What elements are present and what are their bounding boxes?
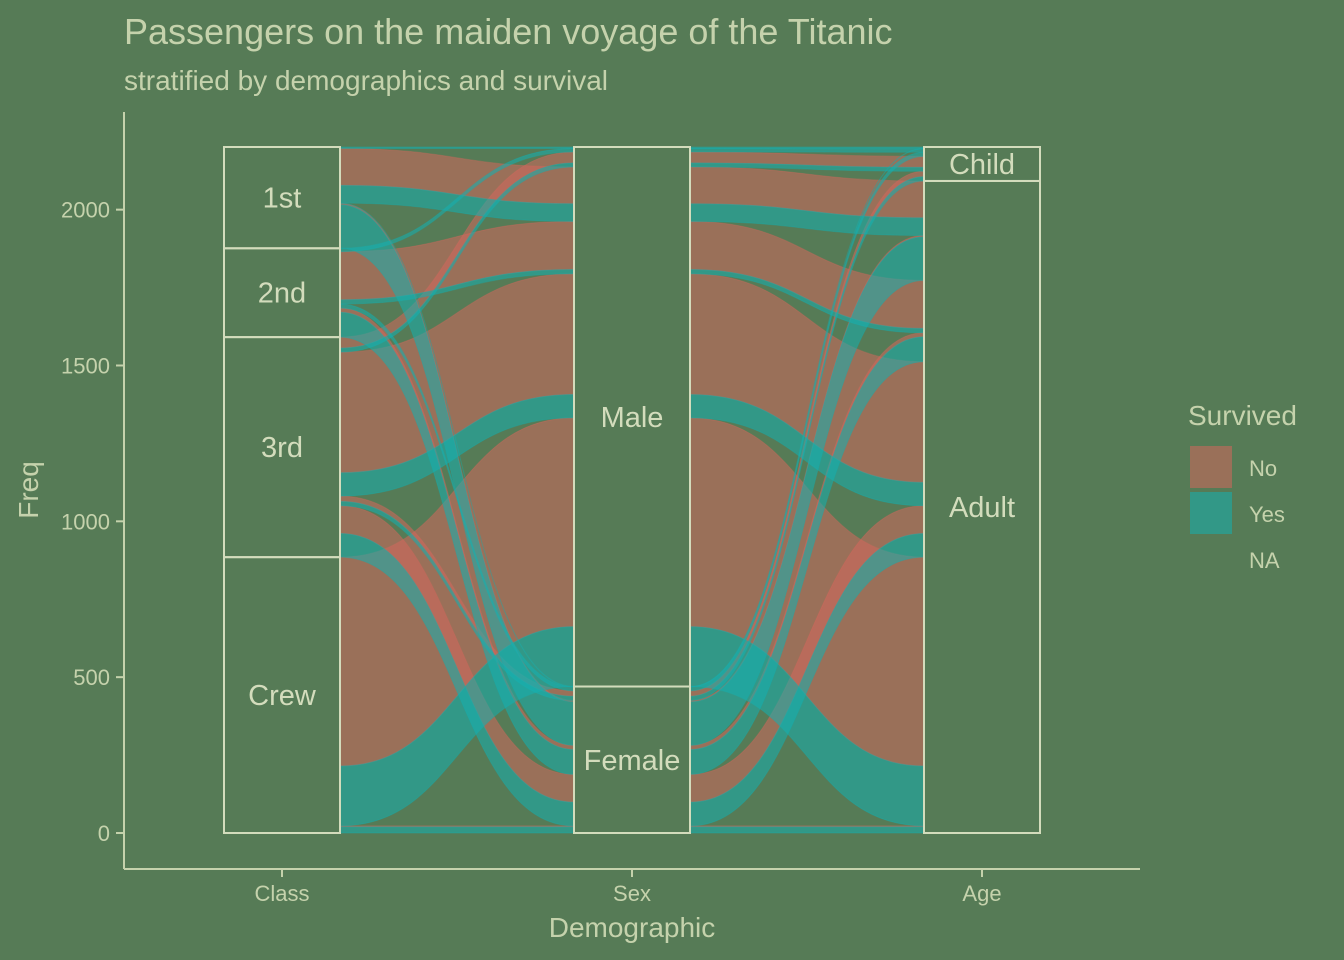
y-tick-label-1500: 1500 <box>61 353 110 378</box>
stratum-label-class-crew: Crew <box>248 680 317 712</box>
chart-subtitle: stratified by demographics and survival <box>124 65 608 96</box>
legend-label-yes: Yes <box>1249 502 1285 527</box>
legend-label-no: No <box>1249 456 1277 481</box>
stratum-label-class-3rd: 3rd <box>261 432 303 464</box>
stratum-label-sex-male: Male <box>601 402 664 434</box>
strata-layer: 1st 2nd 3rd Crew Male Female Child Adult <box>223 146 1041 835</box>
stratum-label-sex-female: Female <box>584 745 681 777</box>
legend-label-na: NA <box>1249 548 1280 573</box>
stratum-label-age-child: Child <box>949 149 1015 181</box>
y-tick-label-0: 0 <box>98 821 110 846</box>
flow-crew-female-adult-yes-seg1 <box>339 826 575 834</box>
y-tick-label-1000: 1000 <box>61 509 110 534</box>
stratum-box-class-crew <box>223 556 341 834</box>
flow-crew-female-adult-yes-seg2 <box>689 826 925 834</box>
flow-2nd-male-child-yes-seg2 <box>689 148 925 153</box>
stratum-label-class-2nd: 2nd <box>258 278 306 310</box>
legend-key-yes <box>1190 492 1232 534</box>
flow-1st-male-child-yes-seg1 <box>339 146 575 150</box>
x-tick-label-age: Age <box>962 881 1001 906</box>
legend-title: Survived <box>1188 400 1297 431</box>
y-tick-label-500: 500 <box>73 665 110 690</box>
stratum-label-age-adult: Adult <box>949 492 1015 524</box>
x-tick-label-class: Class <box>254 881 309 906</box>
legend: Survived No Yes NA <box>1188 400 1297 573</box>
legend-key-no <box>1190 446 1232 488</box>
stratum-label-class-1st: 1st <box>263 183 302 215</box>
axes-layer: 0 500 1000 1500 2000 Class Sex Age <box>61 112 1140 906</box>
flows-layer <box>339 146 925 834</box>
stratum-box-sex-female <box>573 685 691 834</box>
x-tick-label-sex: Sex <box>613 881 651 906</box>
x-axis-title: Demographic <box>549 912 716 943</box>
y-tick-label-2000: 2000 <box>61 198 110 223</box>
chart-title: Passengers on the maiden voyage of the T… <box>124 11 892 52</box>
stratum-box-age-adult <box>923 179 1041 835</box>
y-axis-title: Freq <box>13 461 44 519</box>
